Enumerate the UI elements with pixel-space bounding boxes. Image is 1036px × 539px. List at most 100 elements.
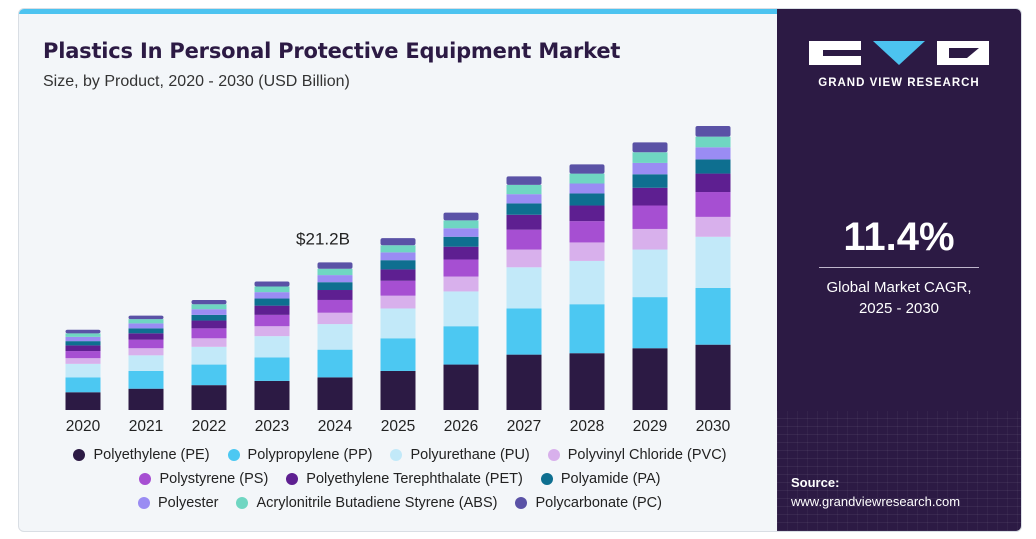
legend-label: Polyethylene Terephthalate (PET) (306, 471, 523, 487)
x-tick-label: 2029 (633, 418, 667, 435)
legend-row: Polyethylene (PE) Polypropylene (PP) Polyu… (23, 443, 777, 467)
bar-segment (317, 262, 353, 269)
bar-segment (191, 328, 227, 339)
bar-segment (128, 348, 164, 356)
x-tick-label: 2021 (129, 418, 163, 435)
bar-segment (695, 287, 731, 345)
bar-segment (317, 312, 353, 325)
bar-segment (506, 214, 542, 230)
legend-label: Polycarbonate (PC) (535, 495, 662, 511)
bar-segment (317, 268, 353, 276)
chart-title: Plastics In Personal Protective Equipmen… (43, 39, 621, 63)
legend-swatch (286, 473, 299, 485)
bar-segment (254, 281, 290, 287)
decorative-grid (777, 411, 1021, 531)
bar-segment (569, 353, 605, 410)
bar-segment (128, 328, 164, 334)
bar-segment (65, 392, 101, 410)
bar-segment (632, 162, 668, 175)
bar-segment (569, 183, 605, 194)
bar-segment (254, 326, 290, 337)
bar-segment (506, 203, 542, 215)
bar-segment (632, 228, 668, 250)
bar-segment (65, 341, 101, 346)
bar-segment (632, 348, 668, 410)
bar-segment (128, 319, 164, 324)
legend-swatch (236, 497, 249, 509)
legend-label: Polyethylene (PE) (93, 447, 210, 463)
legend-swatch (390, 449, 403, 461)
bar-segment (65, 377, 101, 393)
legend-item: Polypropylene (PP) (227, 447, 373, 463)
chart-subtitle: Size, by Product, 2020 - 2030 (USD Billi… (43, 73, 350, 90)
legend-item: Polyurethane (PU) (390, 447, 530, 463)
bar-segment (506, 354, 542, 410)
legend-label: Polyurethane (PU) (410, 447, 530, 463)
legend-swatch (138, 497, 151, 509)
bar-segment (317, 299, 353, 313)
bar-segment (254, 380, 290, 410)
bar-segment (191, 320, 227, 329)
bar-segment (443, 259, 479, 277)
bar-segment (506, 194, 542, 204)
bar-segment (380, 338, 416, 371)
bar-segment (632, 152, 668, 163)
bar-segment (254, 314, 290, 327)
bar-segment (569, 193, 605, 206)
legend-swatch (547, 449, 560, 461)
source-url[interactable]: www.grandviewresearch.com (791, 494, 961, 509)
legend-item: Polycarbonate (PC) (515, 495, 662, 511)
bar-segment (569, 205, 605, 222)
legend-label: Polyamide (PA) (560, 471, 661, 487)
legend-swatch (73, 449, 86, 461)
source-label: Source: (791, 475, 840, 490)
legend-item: Polyamide (PA) (540, 471, 661, 487)
accent-bar (19, 9, 777, 14)
bar-segment (506, 176, 542, 185)
legend-swatch (139, 473, 152, 485)
bar-segment (443, 276, 479, 292)
bar-segment (191, 309, 227, 315)
bar-segment (380, 308, 416, 339)
bar-segment (632, 297, 668, 349)
bar-segment (65, 333, 101, 337)
bar-segment (191, 338, 227, 347)
bar-segment (317, 290, 353, 300)
bar-segment (506, 308, 542, 355)
bar-segment (443, 291, 479, 327)
bar-segment (443, 326, 479, 365)
bar-segment (569, 304, 605, 354)
bar-segment (317, 324, 353, 350)
bar-segment (128, 370, 164, 389)
bar-segment (65, 358, 101, 364)
bar-segment (695, 159, 731, 174)
x-tick-label: 2020 (66, 418, 101, 435)
x-tick-label: 2030 (696, 418, 731, 435)
bar-segment (695, 173, 731, 193)
bar-segment (380, 252, 416, 261)
bar-segment (569, 260, 605, 305)
legend-item: Polyvinyl Chloride (PVC) (547, 447, 727, 463)
bar-segment (695, 136, 731, 148)
legend-label: Acrylonitrile Butadiene Styrene (ABS) (256, 495, 498, 511)
x-tick-label: 2028 (570, 418, 604, 435)
bar-segment (695, 236, 731, 288)
bar-segment (128, 333, 164, 340)
x-tick-label: 2024 (318, 418, 353, 435)
bar-segment (65, 336, 101, 342)
cagr-value: 11.4% (843, 215, 955, 259)
bar-segment (632, 205, 668, 229)
bar-segment (695, 126, 731, 137)
bar-segment (569, 164, 605, 174)
x-tick-label: 2026 (444, 418, 478, 435)
bar-segment (632, 249, 668, 298)
bar-segment (695, 344, 731, 410)
legend-swatch (515, 497, 528, 509)
bar-segment (65, 329, 101, 334)
bar-segment (380, 238, 416, 246)
bar-segment (695, 192, 731, 217)
legend-label: Polypropylene (PP) (247, 447, 373, 463)
bar-segment (128, 339, 164, 349)
bar-segment (317, 275, 353, 283)
cagr-label-line2: 2025 - 2030 (858, 300, 940, 317)
